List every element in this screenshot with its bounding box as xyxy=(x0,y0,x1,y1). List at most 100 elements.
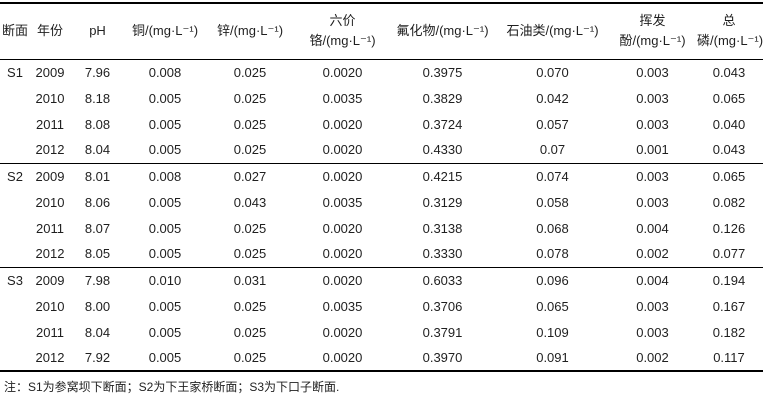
value-cell: 0.010 xyxy=(148,272,182,288)
value-cell: 0.057 xyxy=(536,116,569,132)
value-cell: 0.005 xyxy=(148,142,182,158)
value-cell: 0.078 xyxy=(536,246,569,262)
year-cell: 2011 xyxy=(36,220,64,236)
year-cell: 2010 xyxy=(35,90,65,106)
section-group-s1: S1 2009 7.96 0.008 0.025 0.0020 0.3975 0… xyxy=(0,59,763,163)
value-cell: 0.025 xyxy=(233,142,267,158)
value-cell: 0.3791 xyxy=(422,324,463,340)
header-zinc: 锌/(mg·L⁻¹) xyxy=(216,23,284,39)
value-cell: 8.08 xyxy=(84,116,111,132)
value-cell: 0.3970 xyxy=(422,350,463,365)
value-cell: 0.3975 xyxy=(422,64,463,80)
year-cell: 2010 xyxy=(35,298,65,314)
value-cell: 0.074 xyxy=(536,168,569,184)
value-cell: 8.01 xyxy=(84,168,111,184)
value-cell: 0.025 xyxy=(233,298,267,314)
year-cell: 2009 xyxy=(35,168,65,184)
value-cell: 8.04 xyxy=(84,142,111,158)
value-cell: 0.025 xyxy=(233,350,267,365)
section-cell: S1 xyxy=(7,64,23,80)
value-cell: 0.126 xyxy=(712,220,746,236)
value-cell: 0.043 xyxy=(233,194,267,210)
value-cell: 0.003 xyxy=(636,194,669,210)
value-cell: 0.005 xyxy=(148,298,182,314)
value-cell: 0.002 xyxy=(636,246,669,262)
value-cell: 8.18 xyxy=(84,90,111,106)
value-cell: 0.005 xyxy=(148,220,182,236)
value-cell: 0.042 xyxy=(536,90,569,106)
header-fluoride: 氟化物/(mg·L⁻¹) xyxy=(396,23,489,39)
section-group-s3: S3 2009 7.98 0.010 0.031 0.0020 0.6033 0… xyxy=(0,267,763,371)
value-cell: 0.3724 xyxy=(422,116,463,132)
value-cell: 0.031 xyxy=(233,272,267,288)
value-cell: 0.004 xyxy=(636,220,669,236)
header-year: 年份 xyxy=(36,23,63,39)
value-cell: 0.025 xyxy=(233,246,267,262)
value-cell: 0.003 xyxy=(636,90,669,106)
year-cell: 2010 xyxy=(35,194,65,210)
table-row: 2011 8.04 0.005 0.025 0.0020 0.3791 0.10… xyxy=(0,319,763,345)
value-cell: 0.003 xyxy=(636,116,669,132)
table-row: 2010 8.06 0.005 0.043 0.0035 0.3129 0.05… xyxy=(0,189,763,215)
value-cell: 0.0020 xyxy=(322,116,363,132)
value-cell: 0.0020 xyxy=(322,64,363,80)
table-row: 2012 8.05 0.005 0.025 0.0020 0.3330 0.07… xyxy=(0,241,763,267)
value-cell: 0.003 xyxy=(636,64,669,80)
value-cell: 0.005 xyxy=(148,194,182,210)
value-cell: 0.065 xyxy=(712,168,746,184)
value-cell: 0.003 xyxy=(636,298,669,314)
value-cell: 0.025 xyxy=(233,64,267,80)
value-cell: 0.005 xyxy=(148,246,182,262)
value-cell: 0.117 xyxy=(713,350,745,365)
value-cell: 0.065 xyxy=(536,298,569,314)
value-cell: 0.0035 xyxy=(322,194,363,210)
value-cell: 0.167 xyxy=(712,298,746,314)
table-row: S1 2009 7.96 0.008 0.025 0.0020 0.3975 0… xyxy=(0,59,763,85)
value-cell: 0.070 xyxy=(536,64,569,80)
header-volatile-phenol: 挥发酚/(mg·L⁻¹) xyxy=(619,13,686,49)
header-petroleum: 石油类/(mg·L⁻¹) xyxy=(506,23,599,39)
value-cell: 0.0020 xyxy=(322,168,363,184)
value-cell: 0.4215 xyxy=(422,168,463,184)
table-row: S3 2009 7.98 0.010 0.031 0.0020 0.6033 0… xyxy=(0,267,763,293)
value-cell: 0.058 xyxy=(536,194,569,210)
value-cell: 0.0020 xyxy=(322,220,363,236)
value-cell: 8.07 xyxy=(84,220,111,236)
section-group-s2: S2 2009 8.01 0.008 0.027 0.0020 0.4215 0… xyxy=(0,163,763,267)
value-cell: 0.091 xyxy=(536,350,569,365)
section-cell: S3 xyxy=(7,272,23,288)
year-cell: 2009 xyxy=(35,272,65,288)
header-total-phosphorus: 总磷/(mg·L⁻¹) xyxy=(697,13,763,49)
table-footnote: 注：S1为参窝坝下断面；S2为下王家桥断面；S3为下口子断面. xyxy=(4,380,340,394)
header-section: 断面 xyxy=(2,23,29,39)
year-cell: 2011 xyxy=(36,324,64,340)
value-cell: 8.00 xyxy=(84,298,111,314)
value-cell: 8.05 xyxy=(84,246,111,262)
table-row: 2012 8.04 0.005 0.025 0.0020 0.4330 0.07… xyxy=(0,137,763,163)
value-cell: 7.96 xyxy=(84,64,111,80)
value-cell: 0.3129 xyxy=(422,194,463,210)
value-cell: 0.008 xyxy=(148,168,182,184)
value-cell: 0.040 xyxy=(712,116,746,132)
value-cell: 0.025 xyxy=(233,116,267,132)
table-row: S2 2009 8.01 0.008 0.027 0.0020 0.4215 0… xyxy=(0,163,763,189)
value-cell: 0.068 xyxy=(536,220,569,236)
value-cell: 0.0020 xyxy=(322,272,363,288)
value-cell: 0.005 xyxy=(148,350,182,365)
value-cell: 0.3330 xyxy=(422,246,463,262)
value-cell: 0.008 xyxy=(148,64,182,80)
section-cell: S2 xyxy=(7,168,23,184)
table-row: 2011 8.07 0.005 0.025 0.0020 0.3138 0.06… xyxy=(0,215,763,241)
header-ph: pH xyxy=(89,23,106,39)
value-cell: 0.077 xyxy=(712,246,746,262)
value-cell: 0.001 xyxy=(636,142,669,158)
value-cell: 0.6033 xyxy=(422,272,463,288)
value-cell: 0.005 xyxy=(148,116,182,132)
value-cell: 0.0020 xyxy=(322,142,363,158)
year-cell: 2012 xyxy=(35,142,65,158)
year-cell: 2011 xyxy=(36,116,64,132)
header-copper: 铜/(mg·L⁻¹) xyxy=(131,23,199,39)
value-cell: 0.043 xyxy=(712,142,746,158)
year-cell: 2012 xyxy=(35,350,65,365)
table-row: 2010 8.00 0.005 0.025 0.0035 0.3706 0.06… xyxy=(0,293,763,319)
